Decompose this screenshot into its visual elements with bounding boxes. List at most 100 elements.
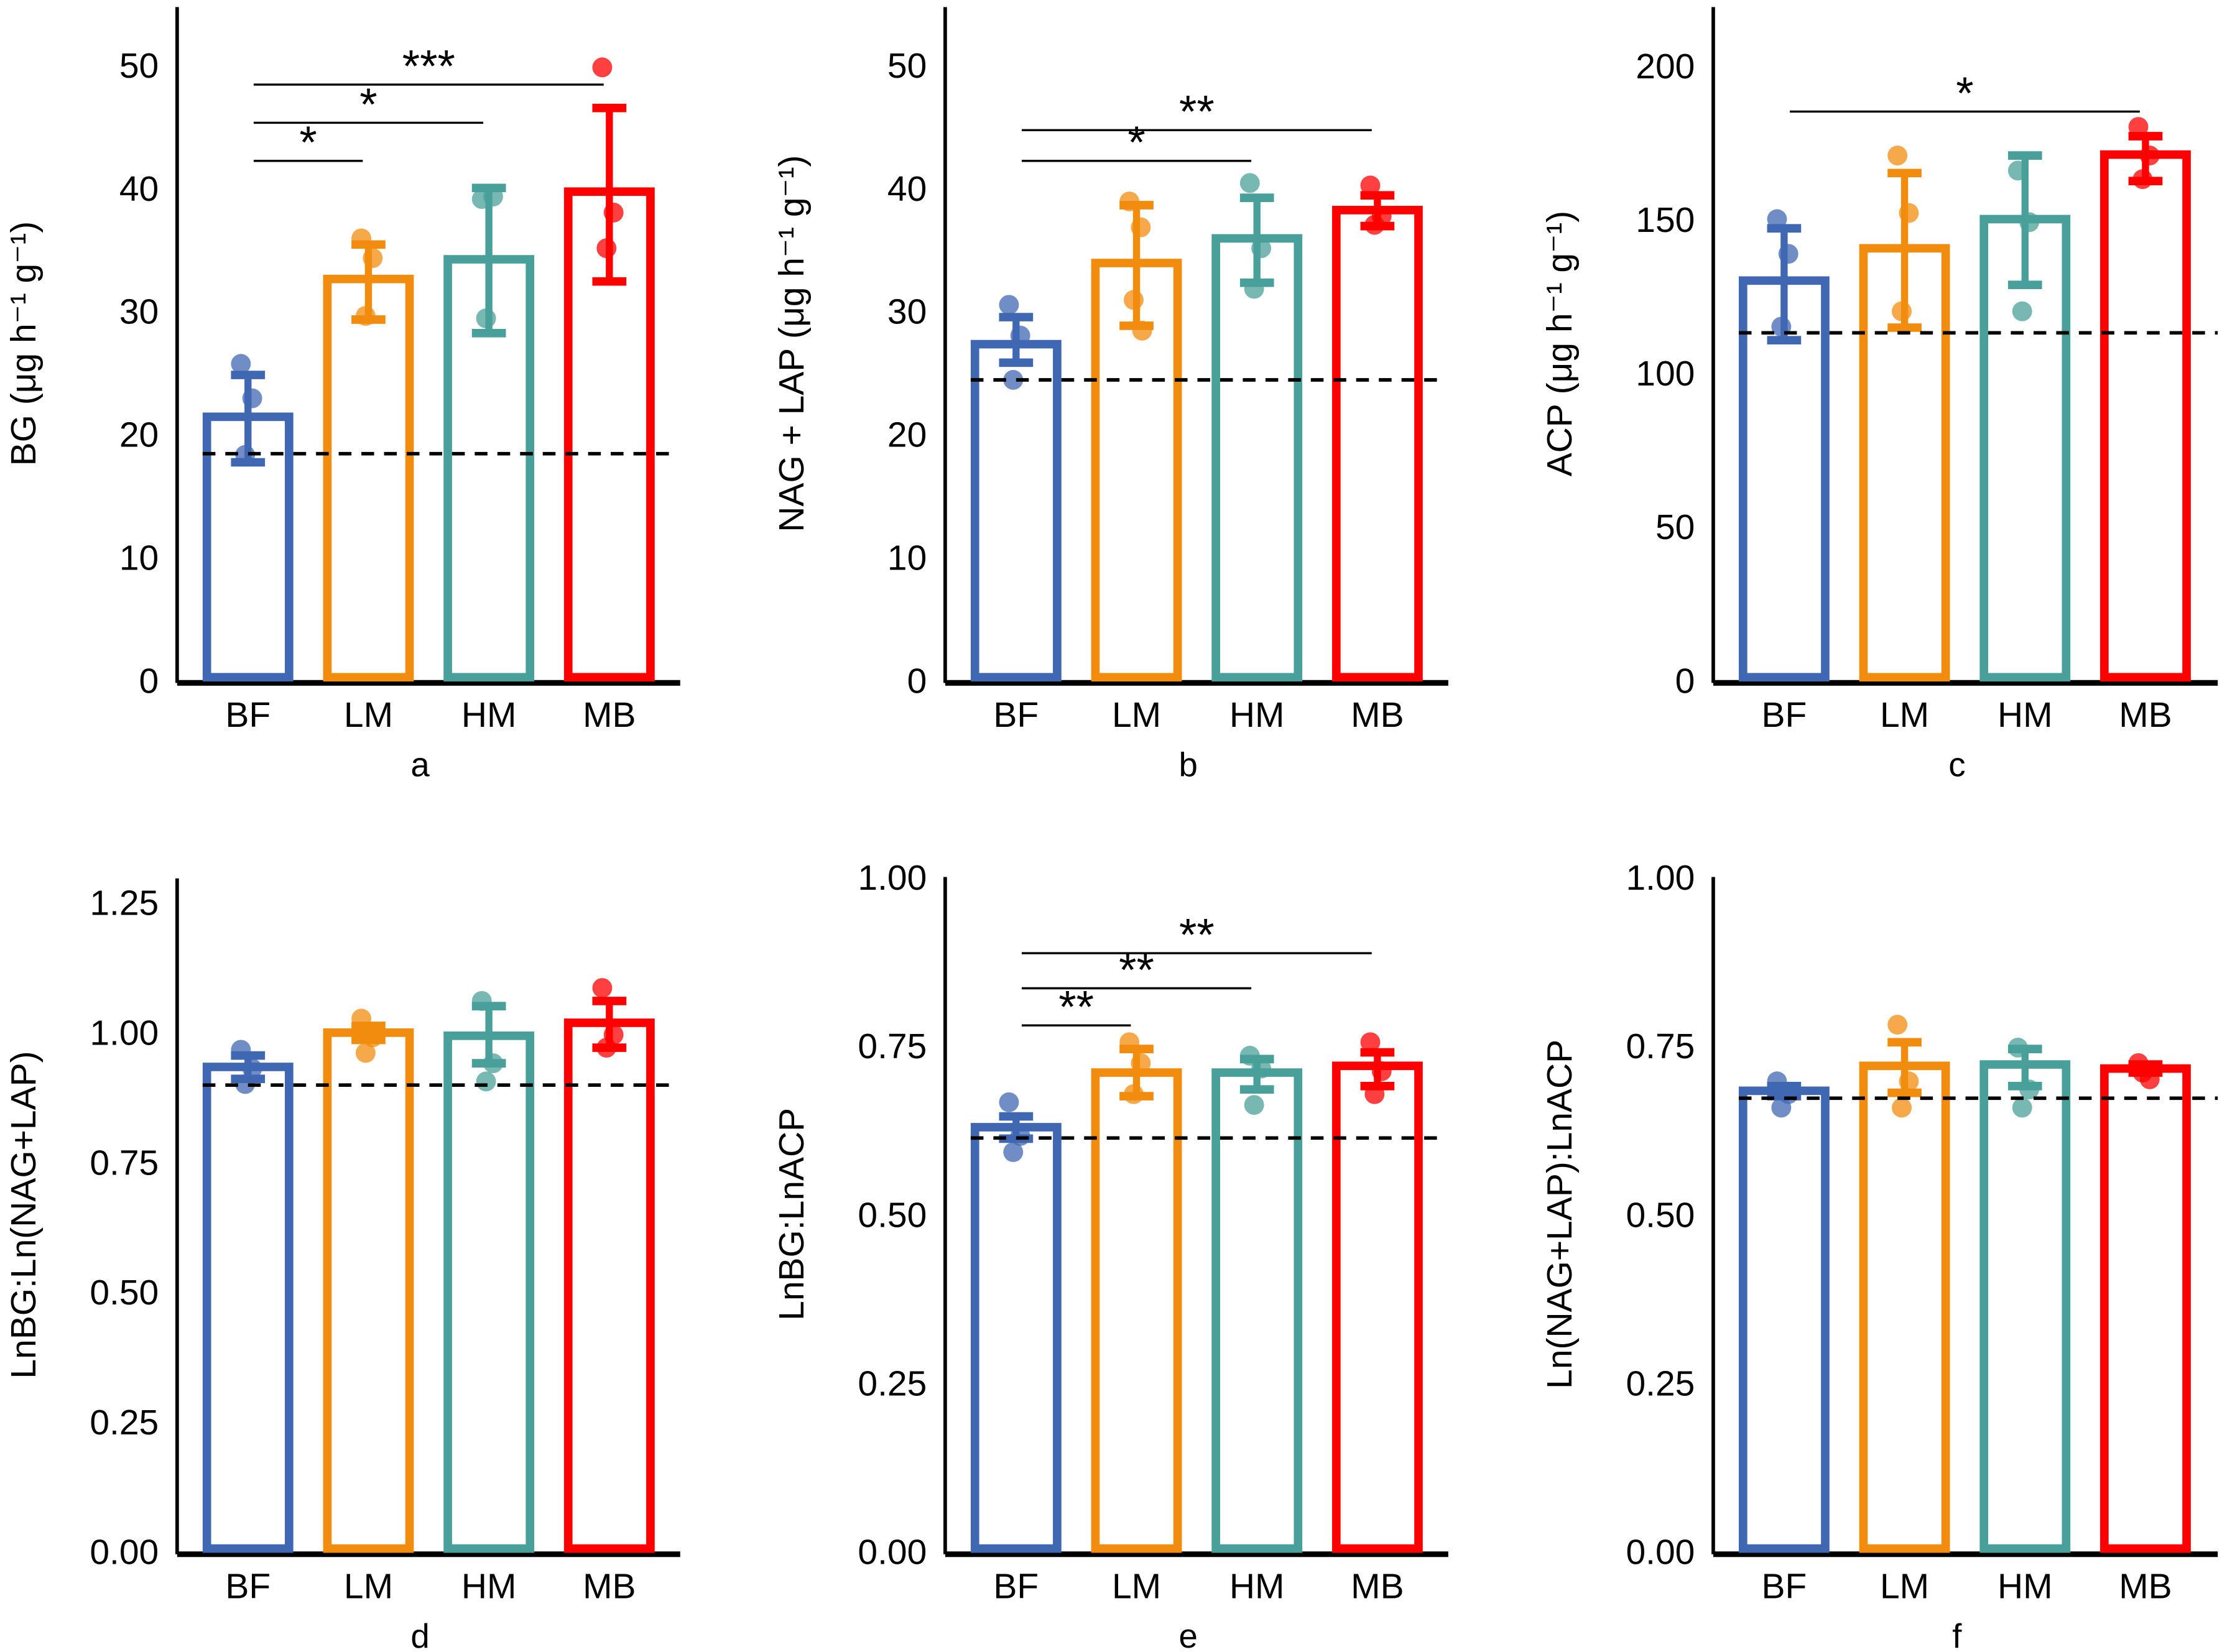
y-tick-label: 150 [1636, 200, 1695, 240]
x-tick-label: BF [993, 1566, 1039, 1606]
y-tick-label: 50 [1655, 507, 1695, 547]
bar-LM [1859, 1061, 1950, 1553]
x-tick-label: HM [1997, 695, 2053, 735]
y-tick-label: 30 [887, 292, 927, 332]
bar-MB [563, 1018, 655, 1553]
y-tick-label: 20 [119, 415, 159, 455]
y-axis-label: BG (μg h⁻¹ g⁻¹) [4, 221, 44, 466]
bar-BF [1738, 1086, 1830, 1553]
y-tick-label: 30 [119, 292, 159, 332]
data-point-HM [2012, 1097, 2032, 1118]
significance-label: ** [1058, 982, 1094, 1033]
y-tick-label: 0.00 [1626, 1533, 1695, 1572]
y-axis-label: ACP (μg h⁻¹ g⁻¹) [1540, 211, 1580, 476]
y-tick-label: 0.50 [1626, 1195, 1695, 1235]
data-point-HM [476, 1071, 496, 1092]
panel-label: c [1948, 745, 1965, 784]
bar-MB [2100, 150, 2191, 682]
significance-label: *** [402, 42, 455, 92]
x-tick-label: LM [344, 695, 393, 735]
data-point-BF [231, 354, 251, 374]
data-point-MB [592, 978, 613, 998]
x-tick-label: BF [993, 695, 1039, 735]
significance-label: * [1127, 118, 1145, 168]
data-point-LM [1892, 1097, 1912, 1118]
data-point-BF [1771, 1097, 1792, 1118]
y-axis-label: Ln(NAG+LAP):LnACP [1540, 1040, 1580, 1389]
x-tick-label: HM [461, 695, 517, 735]
significance-label: * [359, 80, 377, 130]
y-tick-label: 0.75 [858, 1027, 927, 1066]
bar-HM [1211, 234, 1303, 682]
bar-HM [1211, 1068, 1303, 1553]
x-tick-label: BF [225, 695, 271, 735]
x-tick-label: LM [1112, 695, 1161, 735]
panel-b: 0 10 20 30 40 50 NAG + LAP (μg h⁻¹ g⁻¹) b BF LM HM… [772, 7, 1448, 784]
x-tick-label: MB [583, 1566, 636, 1606]
y-tick-label: 50 [887, 46, 927, 86]
y-tick-label: 0.50 [90, 1273, 159, 1313]
significance-label: ** [1179, 910, 1215, 961]
x-tick-label: HM [1229, 695, 1285, 735]
y-tick-label: 1.25 [90, 884, 159, 923]
y-tick-label: 0.25 [1626, 1364, 1695, 1404]
y-tick-label: 10 [887, 538, 927, 578]
x-tick-label: LM [344, 1566, 393, 1606]
data-point-MB [1360, 175, 1381, 196]
x-tick-label: BF [1761, 1566, 1807, 1606]
data-point-LM [1887, 145, 1908, 166]
y-tick-label: 40 [887, 169, 927, 209]
y-tick-label: 10 [119, 538, 159, 578]
bar-BF [202, 1063, 294, 1553]
x-tick-label: MB [1351, 695, 1404, 735]
x-tick-label: LM [1880, 695, 1929, 735]
y-tick-label: 200 [1636, 47, 1695, 86]
y-axis-label: NAG + LAP (μg h⁻¹ g⁻¹) [772, 155, 812, 532]
bar-BF [970, 1123, 1062, 1553]
y-tick-label: 1.00 [1626, 858, 1695, 898]
data-point-BF [999, 295, 1019, 315]
y-tick-label: 0 [907, 661, 927, 701]
data-point-BF [1003, 370, 1024, 390]
panel-f: 0.00 0.25 0.50 0.75 1.00 Ln(NAG+LAP):LnACP f BF… [1540, 858, 2218, 1652]
y-tick-label: 0 [1675, 661, 1695, 701]
x-tick-label: MB [583, 695, 636, 735]
x-tick-label: MB [2119, 1566, 2172, 1606]
y-axis-label: LnBG:Ln(NAG+LAP) [4, 1051, 44, 1378]
data-point-BF [999, 1092, 1019, 1112]
x-tick-label: MB [1351, 1566, 1404, 1606]
panel-e: 0.00 0.25 0.50 0.75 1.00 LnBG:LnACP e BF LM HM MB *… [772, 858, 1448, 1652]
x-tick-label: HM [1997, 1566, 2053, 1606]
x-tick-label: LM [1880, 1566, 1929, 1606]
data-point-HM [1239, 173, 1260, 193]
panel-label: d [410, 1617, 429, 1652]
y-tick-label: 0.00 [90, 1533, 159, 1572]
y-tick-label: 0 [139, 661, 159, 701]
y-axis-label: LnBG:LnACP [772, 1108, 812, 1321]
x-tick-label: HM [1229, 1566, 1285, 1606]
x-tick-label: BF [1761, 695, 1807, 735]
y-tick-label: 1.00 [90, 1013, 159, 1053]
panel-label: e [1178, 1617, 1197, 1652]
data-point-BF [1003, 1142, 1024, 1163]
x-tick-label: HM [461, 1566, 517, 1606]
panel-label: b [1178, 745, 1197, 784]
y-tick-label: 100 [1636, 354, 1695, 394]
y-tick-label: 0.50 [858, 1195, 927, 1235]
y-tick-label: 0.75 [90, 1143, 159, 1183]
data-point-MB [2128, 117, 2149, 137]
y-tick-label: 0.00 [858, 1533, 927, 1572]
significance-label: * [299, 118, 317, 168]
data-point-HM [1244, 1095, 1264, 1115]
bar-MB [2100, 1064, 2191, 1553]
y-tick-label: 0.25 [858, 1364, 927, 1404]
x-tick-label: LM [1112, 1566, 1161, 1606]
bar-HM [443, 1031, 535, 1553]
panel-label: f [1952, 1617, 1962, 1652]
bar-BF [970, 339, 1062, 682]
data-point-MB [592, 57, 613, 78]
y-tick-label: 0.25 [90, 1403, 159, 1442]
data-point-MB [1360, 1032, 1381, 1053]
